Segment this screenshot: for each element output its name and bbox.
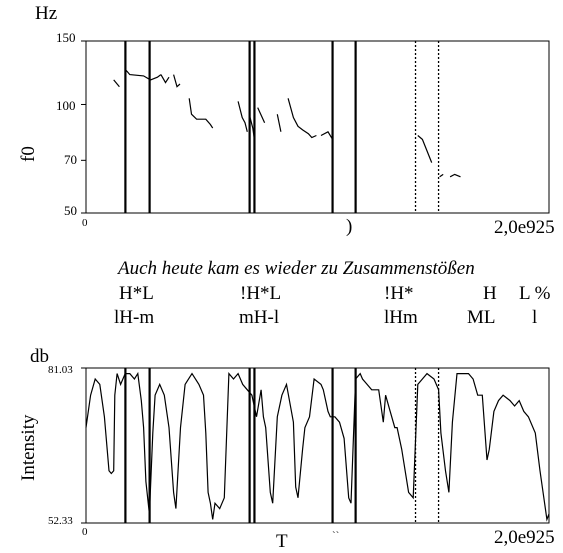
tone-label-4: H [483,283,497,304]
f0-ytick-150: 150 [56,30,76,45]
intensity-xtick-end: 2,0е925 [494,527,555,548]
intensity-plot-frame [85,367,550,524]
intensity-xtick-partial-b: `` [332,530,340,542]
f0-contour-segment [439,173,444,178]
f0-contour-segment [320,131,334,140]
f0-contour-segment [113,79,120,88]
f0-xtick-partial: ) [346,216,353,237]
f0-contour-segment [257,107,266,123]
f0-ytick-70: 70 [64,152,77,167]
tone-label-3: !H* [384,283,414,304]
f0-ytick-100: 100 [56,98,76,113]
f0-contour-segment [173,74,181,88]
tone-label-5: L % [519,283,551,304]
f0-ytick-50: 50 [64,203,77,218]
tone-code-1: lH-m [114,307,155,328]
f0-contour-segment [449,173,461,178]
f0-contour-segment [188,98,214,129]
tone-label-2: !H*L [240,283,282,304]
f0-unit-label: Hz [35,3,58,24]
intensity-xtick-start: 0 [82,526,88,538]
f0-contour-segment [124,69,162,81]
tone-label-1: H*L [119,283,154,304]
intensity-xtick-partial: T [276,531,288,552]
f0-plot-frame [85,40,550,214]
f0-xtick-start: 0 [82,217,88,229]
intensity-ytick-top: 81.03 [48,364,73,376]
tone-code-5: l [532,307,538,328]
intensity-ytick-bottom: 52.33 [48,515,73,527]
f0-contour-segment [160,74,170,84]
tone-code-3: lHm [384,307,418,328]
f0-contour-segment [417,135,433,163]
f0-contour-segment [276,114,282,132]
sentence-transcription: Auch heute kam es wieder zu Zusammenstöß… [118,258,475,279]
intensity-unit-label: db [30,346,49,367]
f0-contour-segment [237,101,248,132]
tone-code-2: mH-l [239,307,280,328]
f0-contour-segment [249,115,255,140]
f0-xtick-end: 2,0е925 [494,217,555,238]
intensity-contour-line [85,371,550,522]
f0-contour-segment [287,98,317,139]
tone-code-4: ML [467,307,496,328]
